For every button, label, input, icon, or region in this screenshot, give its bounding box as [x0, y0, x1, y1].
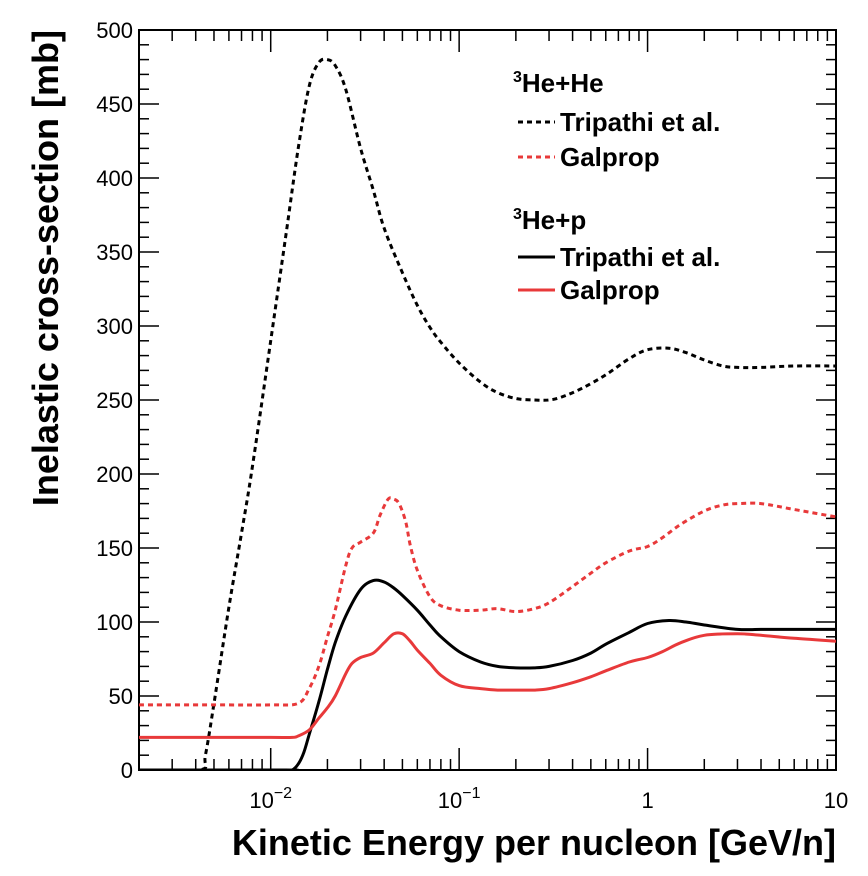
legend-label: Galprop [560, 142, 660, 172]
y-tick-label: 150 [96, 536, 133, 561]
y-tick-label: 100 [96, 610, 133, 635]
legend-label: Galprop [560, 275, 660, 305]
y-tick-label: 50 [109, 684, 133, 709]
y-tick-label: 350 [96, 240, 133, 265]
series-line-2 [139, 496, 836, 707]
series-line-1 [139, 57, 836, 770]
legend-label: Tripathi et al. [560, 107, 720, 137]
y-axis-title: Inelastic cross-section [mb] [25, 30, 66, 506]
series-line-4 [139, 631, 836, 740]
series-layer [139, 57, 836, 770]
y-tick-label: 300 [96, 314, 133, 339]
y-tick-label: 0 [121, 758, 133, 783]
x-axis-title: Kinetic Energy per nucleon [GeV/n] [232, 822, 836, 863]
plot-frame [138, 29, 837, 771]
y-tick-label: 450 [96, 92, 133, 117]
x-tick-label: 10−2 [249, 785, 292, 813]
y-tick-label: 200 [96, 462, 133, 487]
series-line-3 [139, 578, 836, 770]
legend-group-title: 3He+He [513, 68, 604, 98]
x-tick-label: 1 [641, 788, 653, 813]
x-tick-label: 10−1 [438, 785, 481, 813]
y-tick-label: 250 [96, 388, 133, 413]
y-tick-label: 500 [96, 18, 133, 43]
y-tick-label: 400 [96, 166, 133, 191]
legend-label: Tripathi et al. [560, 242, 720, 272]
axes-frame: 0 50 100 150 200 250 300 350 400 450 500 10−2 10−1 1 1… [96, 18, 848, 813]
legend-group-title: 3He+p [513, 205, 586, 235]
x-tick-label: 10 [824, 788, 848, 813]
axis-labels: Kinetic Energy per nucleon [GeV/n] Inela… [25, 30, 836, 863]
